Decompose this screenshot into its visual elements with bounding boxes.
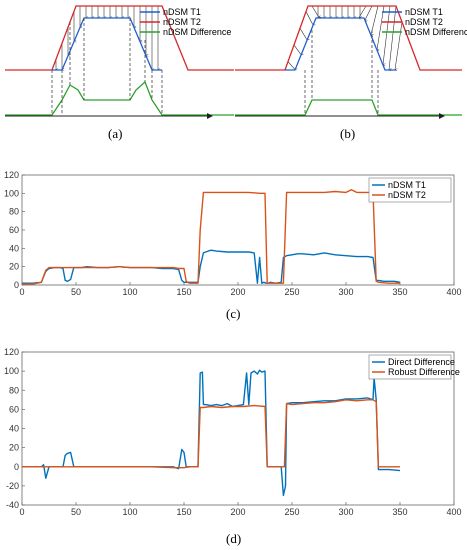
- x-tick-label: 250: [284, 507, 299, 517]
- legend-label-t2: nDSM T2: [163, 17, 201, 27]
- x-tick-label: 100: [122, 287, 137, 297]
- y-tick-label: 20: [9, 443, 19, 453]
- chart-c-caption: (c): [226, 306, 240, 321]
- x-tick-label: 50: [71, 507, 81, 517]
- difference-arrow: [359, 5, 367, 18]
- series-line-2: [22, 188, 400, 285]
- y-tick-label: 20: [9, 262, 19, 272]
- difference-arrow: [388, 5, 397, 70]
- difference-arrow: [293, 44, 301, 55]
- chart-d-caption: (d): [226, 531, 241, 546]
- y-tick-label: 100: [4, 366, 19, 376]
- difference-arrow: [365, 5, 373, 20]
- panel-a-caption: (a): [108, 126, 122, 141]
- y-tick-label: 120: [4, 347, 19, 357]
- panel-b-diff-line: [235, 99, 462, 116]
- panel-a-diff-line: [5, 80, 234, 116]
- legend-label-t1: nDSM T1: [405, 7, 443, 17]
- legend-label: Direct Difference: [388, 357, 455, 367]
- x-tick-label: 100: [122, 507, 137, 517]
- x-tick-label: 300: [338, 287, 353, 297]
- panel-a-t2-line: [5, 5, 234, 71]
- x-tick-label: 0: [19, 507, 24, 517]
- y-tick-label: 0: [14, 462, 19, 472]
- y-tick-label: 60: [9, 404, 19, 414]
- panel-b-hatch: [287, 5, 403, 70]
- x-tick-label: 150: [176, 287, 191, 297]
- legend-box: [368, 354, 452, 380]
- y-tick-label: 100: [4, 188, 19, 198]
- panel-b-legend: nDSM T1 nDSM T2 nDSM Difference: [382, 7, 467, 37]
- difference-arrow: [376, 5, 385, 50]
- panel-a-t1-line: [52, 17, 162, 71]
- panel-b: nDSM T1 nDSM T2 nDSM Difference (b): [235, 5, 467, 141]
- legend-box: [368, 177, 452, 203]
- x-tick-label: 400: [446, 507, 461, 517]
- legend-label-t2: nDSM T2: [405, 17, 443, 27]
- panel-b-t1-line: [285, 17, 396, 71]
- x-tick-label: 400: [446, 287, 461, 297]
- legend-label: Robust Difference: [388, 367, 460, 377]
- chart-c: 0 50 100 150 200 250 300 350 400 0 20 40 60 80 100 120 n…: [4, 170, 462, 297]
- series-line-1: [22, 369, 401, 497]
- legend-label-diff: nDSM Difference: [405, 27, 467, 37]
- difference-arrow: [382, 5, 391, 65]
- difference-arrow: [287, 61, 295, 70]
- y-tick-label: -20: [6, 481, 19, 491]
- legend-label: nDSM T2: [388, 190, 426, 200]
- y-tick-label: 60: [9, 225, 19, 235]
- y-tick-label: 80: [9, 385, 19, 395]
- chart-d: 0 50 100 150 200 250 300 350 400 -40 -20 0 20 40 60 80 1…: [4, 347, 462, 517]
- panel-a-dashes: [51, 18, 163, 115]
- panel-a: nDSM T1 nDSM T2 nDSM Difference (a): [5, 5, 234, 141]
- difference-arrow: [305, 11, 313, 25]
- x-tick-label: 350: [392, 287, 407, 297]
- x-tick-label: 200: [230, 287, 245, 297]
- panel-b-t2-line: [235, 5, 462, 71]
- y-tick-label: 40: [9, 424, 19, 434]
- x-tick-label: 250: [284, 287, 299, 297]
- x-tick-label: 200: [230, 507, 245, 517]
- y-tick-label: -40: [6, 500, 19, 510]
- legend-label-t1: nDSM T1: [163, 7, 201, 17]
- series-line-2: [22, 399, 400, 469]
- difference-arrow: [394, 21, 403, 70]
- panel-a-hatch: [55, 6, 158, 70]
- x-tick-label: 50: [71, 287, 81, 297]
- legend-label-diff: nDSM Difference: [163, 27, 231, 37]
- difference-arrow: [299, 28, 307, 40]
- x-tick-label: 150: [176, 507, 191, 517]
- panel-b-caption: (b): [340, 126, 355, 141]
- x-tick-label: 0: [19, 287, 24, 297]
- y-tick-label: 0: [14, 280, 19, 290]
- x-tick-label: 300: [338, 507, 353, 517]
- series-line-1: [22, 249, 401, 284]
- panel-a-legend: nDSM T1 nDSM T2 nDSM Difference: [140, 7, 231, 37]
- panel-b-dashes: [304, 30, 379, 115]
- y-tick-label: 80: [9, 207, 19, 217]
- x-tick-label: 350: [392, 507, 407, 517]
- y-tick-label: 120: [4, 170, 19, 180]
- legend-label: nDSM T1: [388, 180, 426, 190]
- y-tick-label: 40: [9, 243, 19, 253]
